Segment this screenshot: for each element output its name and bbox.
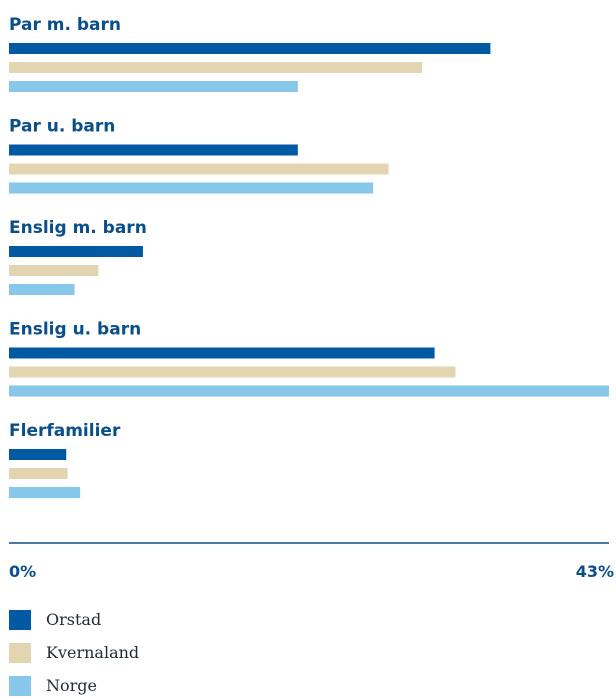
legend-swatch-kvernaland — [9, 643, 31, 663]
bar-enslig-u-barn-norge — [9, 385, 609, 397]
bar-par-m-barn-kvernaland — [9, 62, 423, 73]
legend: Orstad Kvernaland Norge — [9, 610, 139, 696]
bar-par-m-barn-norge — [9, 81, 298, 92]
bar-enslig-u-barn-kvernaland — [9, 366, 456, 378]
bars-layer: Par m. barn Par u. barn Enslig m. barn Ensl… — [9, 15, 609, 498]
category-label-flerfamilier: Flerfamilier — [9, 421, 121, 441]
bar-enslig-m-barn-orstad — [9, 246, 143, 257]
bar-par-u-barn-kvernaland — [9, 163, 389, 175]
x-tick-label-max: 43% — [576, 562, 614, 581]
bar-par-m-barn-orstad — [9, 43, 491, 54]
legend-swatch-norge — [9, 676, 31, 696]
legend-label-norge: Norge — [46, 676, 97, 695]
x-tick-label-min: 0% — [9, 562, 36, 581]
bar-par-u-barn-orstad — [9, 144, 298, 156]
bar-enslig-m-barn-norge — [9, 284, 75, 295]
bar-enslig-m-barn-kvernaland — [9, 265, 99, 276]
category-label-enslig-m-barn: Enslig m. barn — [9, 218, 147, 238]
legend-swatch-orstad — [9, 610, 31, 630]
legend-label-kvernaland: Kvernaland — [46, 643, 139, 662]
bar-flerfamilier-kvernaland — [9, 468, 68, 479]
bar-par-u-barn-norge — [9, 182, 374, 194]
bar-flerfamilier-orstad — [9, 449, 67, 460]
bar-enslig-u-barn-orstad — [9, 347, 435, 359]
legend-label-orstad: Orstad — [46, 610, 101, 629]
category-label-par-u-barn: Par u. barn — [9, 117, 115, 137]
category-label-par-m-barn: Par m. barn — [9, 15, 121, 35]
bar-flerfamilier-norge — [9, 487, 81, 498]
category-label-enslig-u-barn: Enslig u. barn — [9, 320, 141, 340]
